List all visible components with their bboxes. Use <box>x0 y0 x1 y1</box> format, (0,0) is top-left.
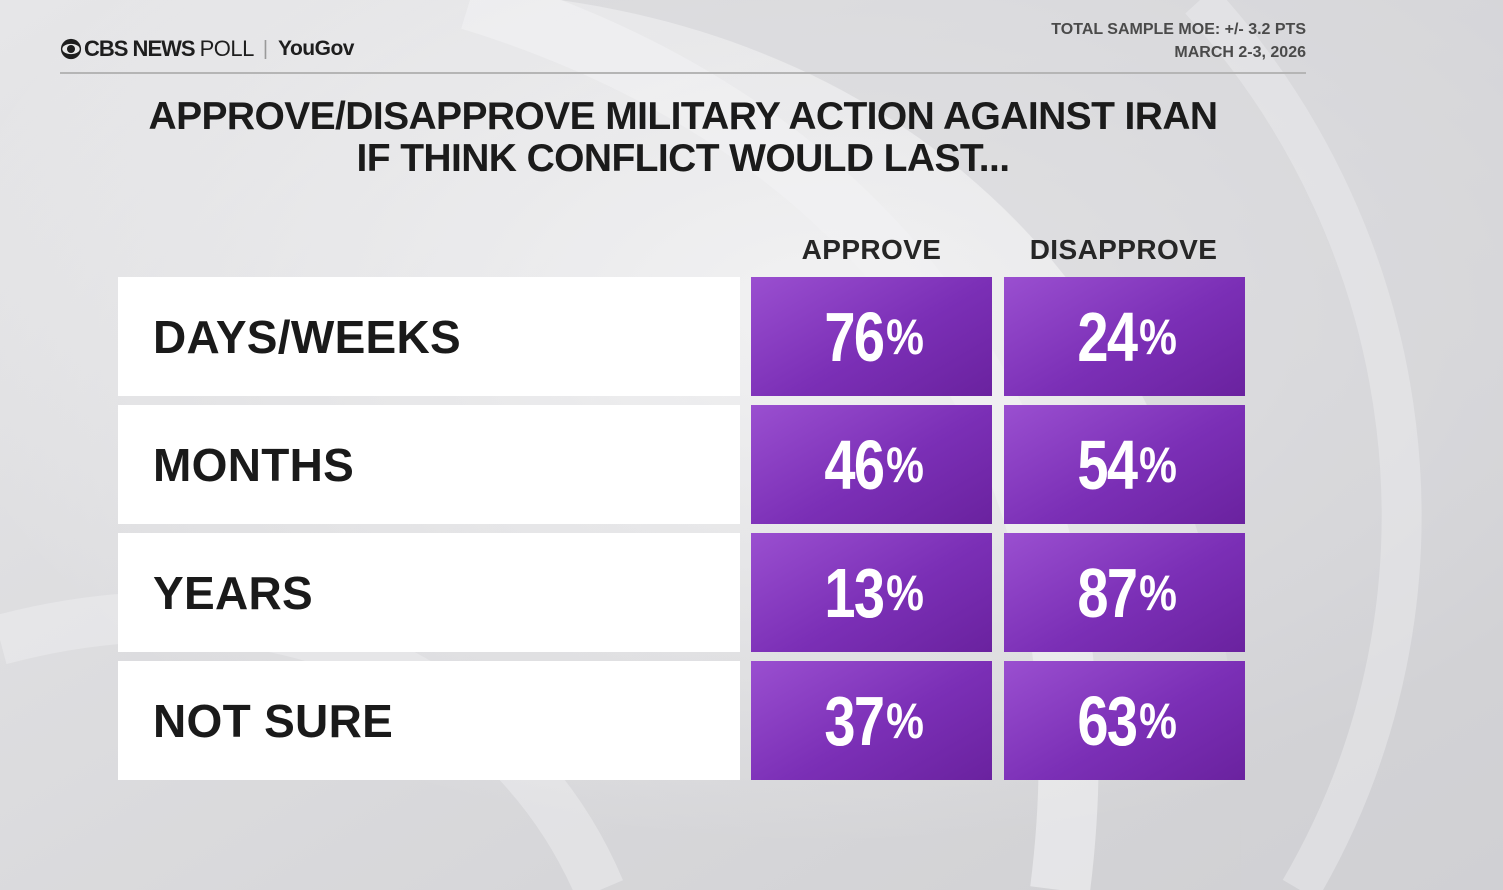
value-number: 46 <box>824 425 886 504</box>
row-label: YEARS <box>118 533 740 652</box>
disapprove-value-cell: 87% <box>1004 533 1245 652</box>
brand-separator: | <box>262 37 269 60</box>
row-label: NOT SURE <box>118 661 740 780</box>
poll-date: MARCH 2-3, 2026 <box>1174 44 1306 61</box>
value-number: 76 <box>824 297 886 376</box>
approve-value-cell: 46% <box>751 405 992 524</box>
poll-brand: CBS NEWS POLL | YouGov <box>60 34 354 64</box>
value-number: 24 <box>1077 297 1139 376</box>
value-number: 37 <box>824 681 886 760</box>
value-unit: % <box>1139 308 1177 365</box>
disapprove-value-cell: 63% <box>1004 661 1245 780</box>
column-header-disapprove: DISAPPROVE <box>1029 234 1218 265</box>
value-unit: % <box>1139 436 1177 493</box>
disapprove-value-cell: 54% <box>1004 405 1245 524</box>
table-row-not-sure: NOT SURE 37% 63% <box>118 661 1245 780</box>
margin-of-error: TOTAL SAMPLE MOE: +/- 3.2 PTS <box>1051 21 1306 38</box>
value-unit: % <box>886 564 924 621</box>
header-rule <box>60 72 1306 74</box>
value-unit: % <box>1139 564 1177 621</box>
chart-title-line-2: IF THINK CONFLICT WOULD LAST... <box>356 137 1011 180</box>
column-header-approve: APPROVE <box>801 234 942 265</box>
disapprove-value-cell: 24% <box>1004 277 1245 396</box>
row-label: MONTHS <box>118 405 740 524</box>
table-row-months: MONTHS 46% 54% <box>118 405 1245 524</box>
value-unit: % <box>1139 692 1177 749</box>
cbs-eye-icon <box>60 38 82 60</box>
value-unit: % <box>886 308 924 365</box>
approve-value-cell: 76% <box>751 277 992 396</box>
value-number: 13 <box>824 553 886 632</box>
value-unit: % <box>886 436 924 493</box>
approve-value-cell: 37% <box>751 661 992 780</box>
brand-poll: POLL <box>199 36 255 61</box>
value-number: 63 <box>1077 681 1139 760</box>
value-number: 54 <box>1077 425 1139 504</box>
row-label: DAYS/WEEKS <box>118 277 740 396</box>
table-row-years: YEARS 13% 87% <box>118 533 1245 652</box>
brand-cbs-news: CBS NEWS <box>84 36 196 61</box>
value-number: 87 <box>1077 553 1139 632</box>
poll-meta: TOTAL SAMPLE MOE: +/- 3.2 PTS MARCH 2-3,… <box>1051 18 1306 64</box>
table-row-days-weeks: DAYS/WEEKS 76% 24% <box>118 277 1245 396</box>
value-unit: % <box>886 692 924 749</box>
brand-yougov: YouGov <box>278 37 354 60</box>
approve-value-cell: 13% <box>751 533 992 652</box>
chart-title-line-1: APPROVE/DISAPPROVE MILITARY ACTION AGAIN… <box>148 95 1219 138</box>
chart-title: APPROVE/DISAPPROVE MILITARY ACTION AGAIN… <box>40 96 1326 180</box>
